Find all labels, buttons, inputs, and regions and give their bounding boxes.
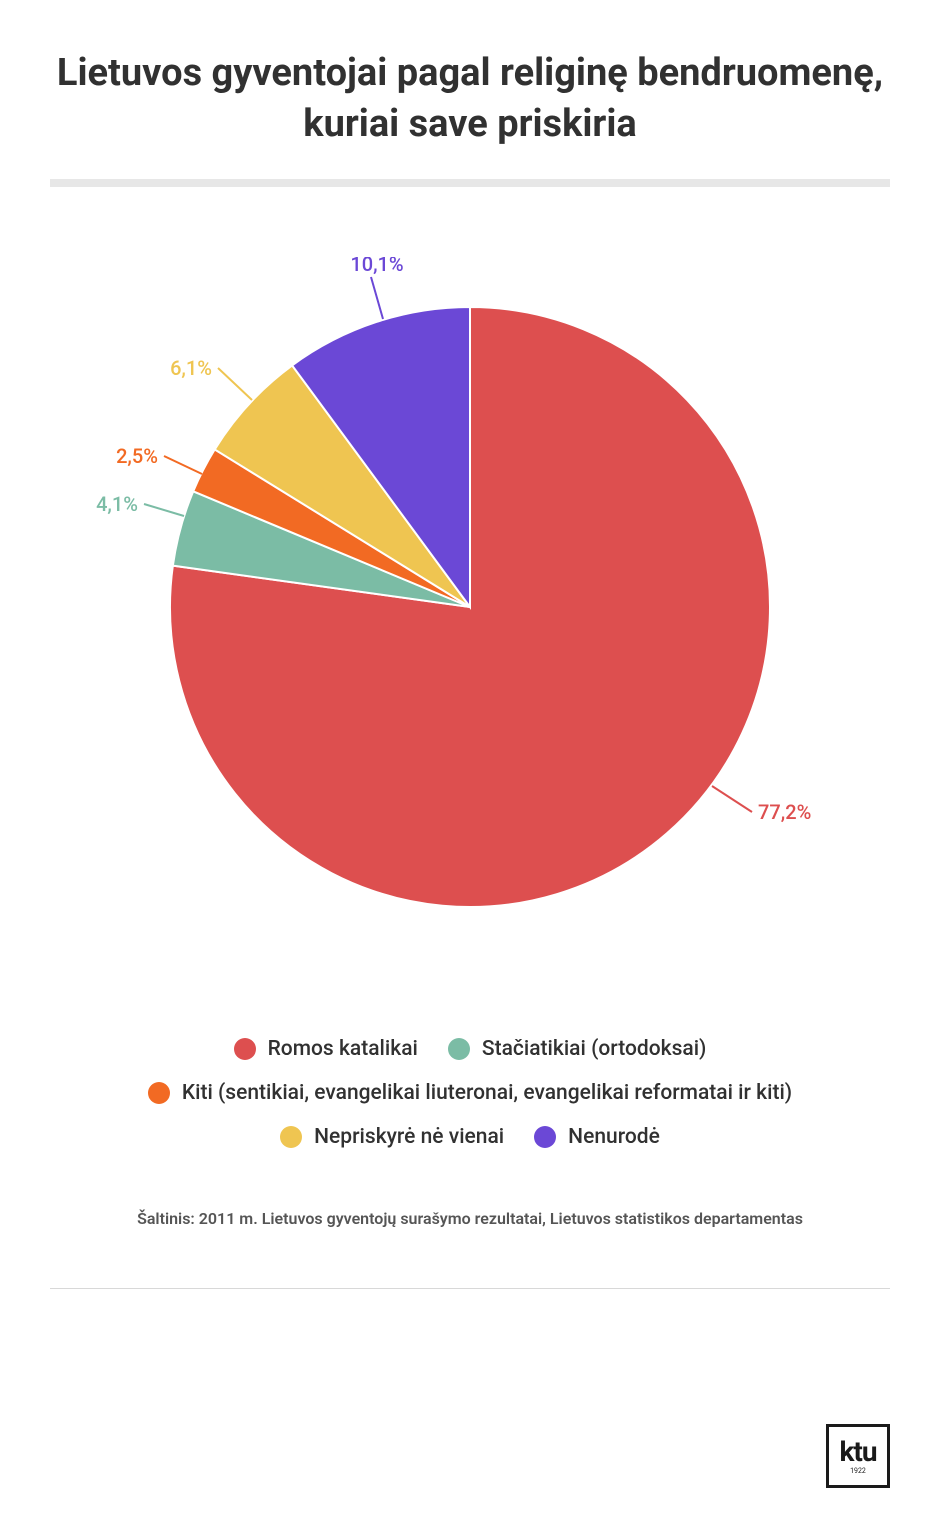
- leader-line: [164, 456, 202, 474]
- ktu-logo: ktu 1922: [826, 1424, 890, 1488]
- chart-title: Lietuvos gyventojai pagal religinę bendr…: [50, 48, 890, 151]
- leader-line: [218, 368, 252, 400]
- legend-label: Nepriskyrė nė vienai: [314, 1125, 504, 1149]
- slice-label: 10,1%: [350, 257, 403, 276]
- legend-label: Romos katalikai: [268, 1037, 418, 1061]
- footer-divider: [50, 1288, 890, 1289]
- leader-line: [144, 504, 184, 516]
- source-text: Šaltinis: 2011 m. Lietuvos gyventojų sur…: [50, 1209, 890, 1228]
- legend-item: Nepriskyrė nė vienai: [280, 1125, 504, 1149]
- slice-label: 6,1%: [170, 356, 212, 380]
- legend-item: Kiti (sentikiai, evangelikai liuteronai,…: [148, 1081, 792, 1105]
- legend-label: Stačiatikiai (ortodoksai): [482, 1037, 707, 1061]
- pie-chart: 77,2% 4,1% 2,5% 6,1% 10,1%: [50, 257, 890, 977]
- legend-label: Kiti (sentikiai, evangelikai liuteronai,…: [182, 1081, 792, 1105]
- legend-item: Romos katalikai: [234, 1037, 418, 1061]
- legend-swatch: [280, 1126, 302, 1148]
- slice-label: 77,2%: [758, 800, 811, 824]
- slice-label: 2,5%: [116, 444, 158, 468]
- legend-swatch: [448, 1038, 470, 1060]
- logo-text: ktu: [839, 1438, 876, 1466]
- legend-item: Nenurodė: [534, 1125, 660, 1149]
- legend-swatch: [234, 1038, 256, 1060]
- logo-subtext: 1922: [850, 1467, 866, 1475]
- legend-item: Stačiatikiai (ortodoksai): [448, 1037, 707, 1061]
- legend-swatch: [148, 1082, 170, 1104]
- slice-label: 4,1%: [96, 492, 138, 516]
- legend-label: Nenurodė: [568, 1125, 660, 1149]
- legend: Romos katalikai Stačiatikiai (ortodoksai)…: [50, 1037, 890, 1149]
- divider: [50, 179, 890, 187]
- leader-line: [712, 786, 752, 812]
- legend-swatch: [534, 1126, 556, 1148]
- leader-line: [371, 277, 383, 319]
